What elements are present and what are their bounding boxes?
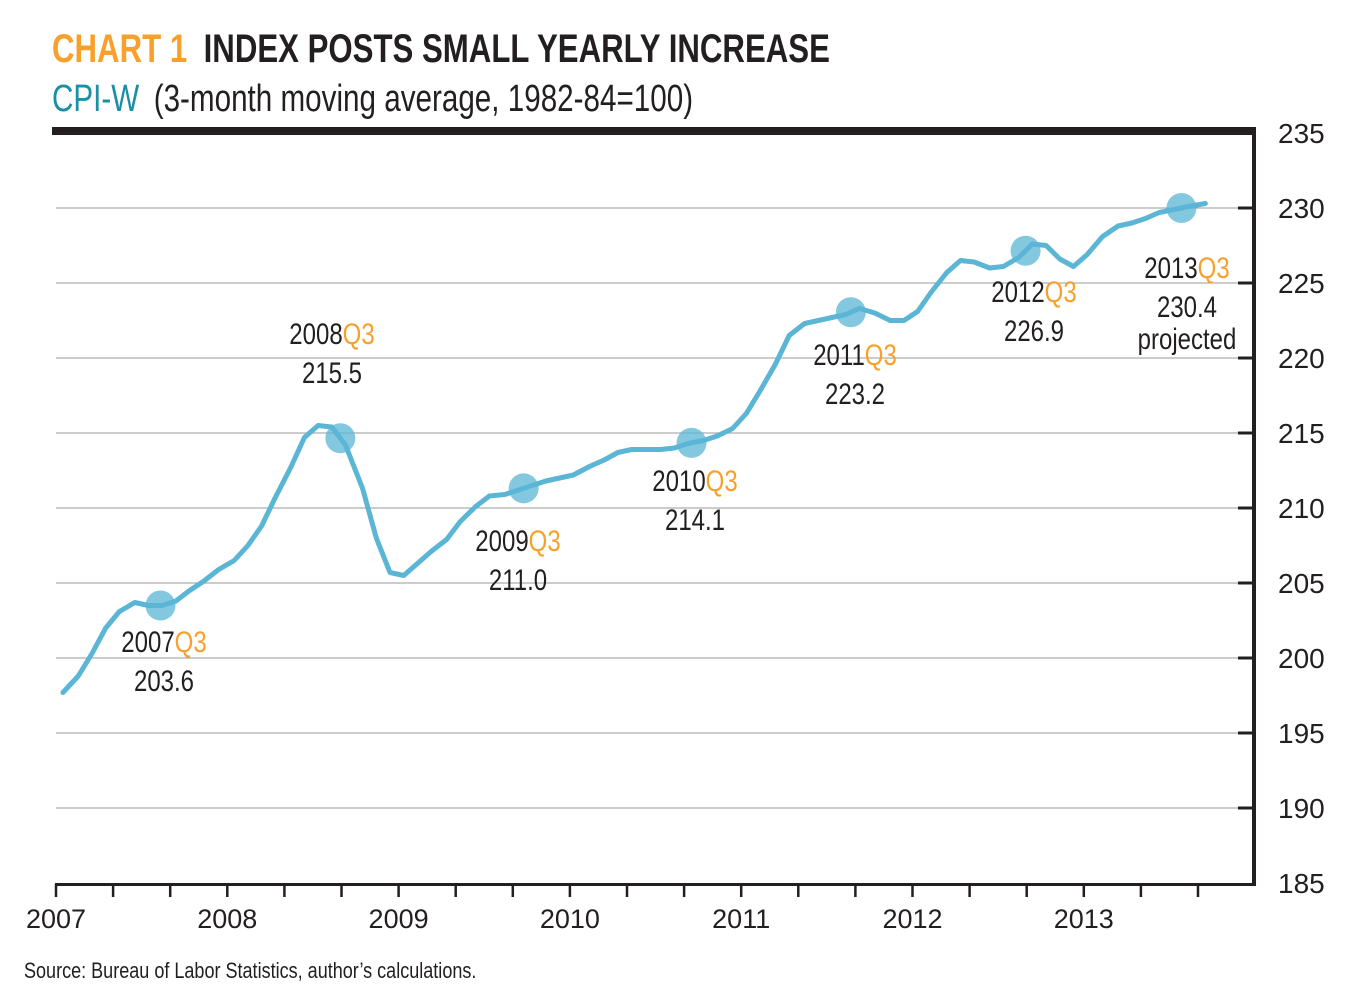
chart-number: CHART 1 <box>52 26 187 71</box>
annotation-value: 214.1 <box>665 502 725 536</box>
annotation-2009q3: 2009Q3 211.0 <box>475 523 560 596</box>
annotation-period: 2013Q3 <box>1144 250 1229 284</box>
y-tick-label: 195 <box>1278 718 1325 749</box>
y-tick-label: 230 <box>1278 193 1325 224</box>
y-tick-label: 205 <box>1278 568 1325 599</box>
annotation-year: 2013 <box>1144 250 1197 284</box>
source-note: Source: Bureau of Labor Statistics, auth… <box>24 959 476 983</box>
annotation-value: 223.2 <box>825 376 885 410</box>
y-tick-label: 225 <box>1278 268 1325 299</box>
cpi-w-line <box>60 201 1208 695</box>
y-tick-label: 190 <box>1278 793 1325 824</box>
annotation-value: 211.0 <box>489 562 547 596</box>
marker-2011q3 <box>835 297 866 328</box>
marker-2013q3 <box>1166 193 1197 223</box>
top-rule <box>52 127 1256 135</box>
subtitle-rest: (3-month moving average, 1982-84=100) <box>154 78 693 120</box>
y-tick-label: 210 <box>1278 493 1325 524</box>
annotation-year: 2008 <box>289 316 342 350</box>
x-axis-ticks <box>54 884 1200 897</box>
marker-2009q3 <box>508 473 539 504</box>
y-tick-label: 215 <box>1278 418 1325 449</box>
marker-2008q3 <box>325 423 356 454</box>
annotation-quarter: Q3 <box>706 463 738 497</box>
annotation-year: 2010 <box>652 463 705 497</box>
annotations: 2007Q3203.62008Q3215.52009Q3211.02010Q32… <box>121 250 1236 697</box>
annotation-year: 2009 <box>475 523 528 557</box>
svg-text:CPI-W (3-month moving av: CPI-W (3-month moving average, 1982-84=1… <box>52 78 693 120</box>
source-text: Source: Bureau of Labor Statistics, auth… <box>24 959 476 983</box>
annotation-period: 2010Q3 <box>652 463 737 497</box>
annotation-quarter: Q3 <box>1198 250 1230 284</box>
x-axis-labels: 2007 2008 2009 2010 2011 2012 2013 <box>26 904 1114 934</box>
annotation-quarter: Q3 <box>865 337 897 371</box>
x-tick-label: 2007 <box>26 904 86 934</box>
annotation-quarter: Q3 <box>529 523 561 557</box>
y-tick-label: 235 <box>1278 118 1325 149</box>
chart-title-text: INDEX POSTS SMALL YEARLY INCREASE <box>204 26 830 71</box>
marker-2010q3 <box>676 427 707 458</box>
svg-text:CHART 1 INDEX POSTS SMAL: CHART 1 INDEX POSTS SMALL YEARLY INCREAS… <box>52 26 830 71</box>
chart-title: CHART 1 INDEX POSTS SMALL YEARLY INCREAS… <box>52 26 830 71</box>
annotation-2011q3: 2011Q3 223.2 <box>813 337 897 410</box>
annotation-2012q3: 2012Q3 226.9 <box>991 274 1076 347</box>
y-tick-label: 200 <box>1278 643 1325 674</box>
x-tick-label: 2013 <box>1054 904 1114 934</box>
x-tick-label: 2010 <box>540 904 600 934</box>
annotation-2008q3: 2008Q3 215.5 <box>289 316 374 389</box>
annotation-quarter: Q3 <box>175 624 207 658</box>
x-tick-label: 2011 <box>712 904 770 934</box>
x-tick-label: 2008 <box>197 904 257 934</box>
subtitle-series: CPI-W <box>52 78 140 120</box>
annotation-year: 2012 <box>991 274 1044 308</box>
marker-2012q3 <box>1010 235 1041 266</box>
annotation-2010q3: 2010Q3 214.1 <box>652 463 737 536</box>
annotation-period: 2007Q3 <box>121 624 206 658</box>
annotation-value: 226.9 <box>1004 313 1064 347</box>
x-tick-label: 2009 <box>369 904 429 934</box>
annotation-period: 2012Q3 <box>991 274 1076 308</box>
annotation-quarter: Q3 <box>1045 274 1077 308</box>
y-axis-labels: 235 230 225 220 215 210 205 200 195 190 185 <box>1278 118 1325 899</box>
right-axis <box>1252 130 1256 886</box>
quarter-markers <box>145 193 1197 621</box>
annotation-period: 2008Q3 <box>289 316 374 350</box>
gridlines <box>56 206 1252 810</box>
annotation-value: 215.5 <box>302 355 362 389</box>
marker-2007q3 <box>145 590 176 621</box>
annotation-period: 2009Q3 <box>475 523 560 557</box>
annotation-note: projected <box>1138 321 1237 355</box>
annotation-2007q3: 2007Q3 203.6 <box>121 624 206 697</box>
chart-subtitle: CPI-W (3-month moving average, 1982-84=1… <box>52 78 693 120</box>
bottom-axis <box>55 883 1256 886</box>
annotation-value: 203.6 <box>134 663 194 697</box>
x-tick-label: 2012 <box>882 904 942 934</box>
y-tick-label: 185 <box>1278 868 1325 899</box>
annotation-value: 230.4 <box>1157 289 1217 323</box>
annotation-year: 2011 <box>813 337 865 371</box>
y-tick-label: 220 <box>1278 343 1325 374</box>
annotation-period: 2011Q3 <box>813 337 897 371</box>
annotation-year: 2007 <box>121 624 174 658</box>
annotation-quarter: Q3 <box>343 316 375 350</box>
